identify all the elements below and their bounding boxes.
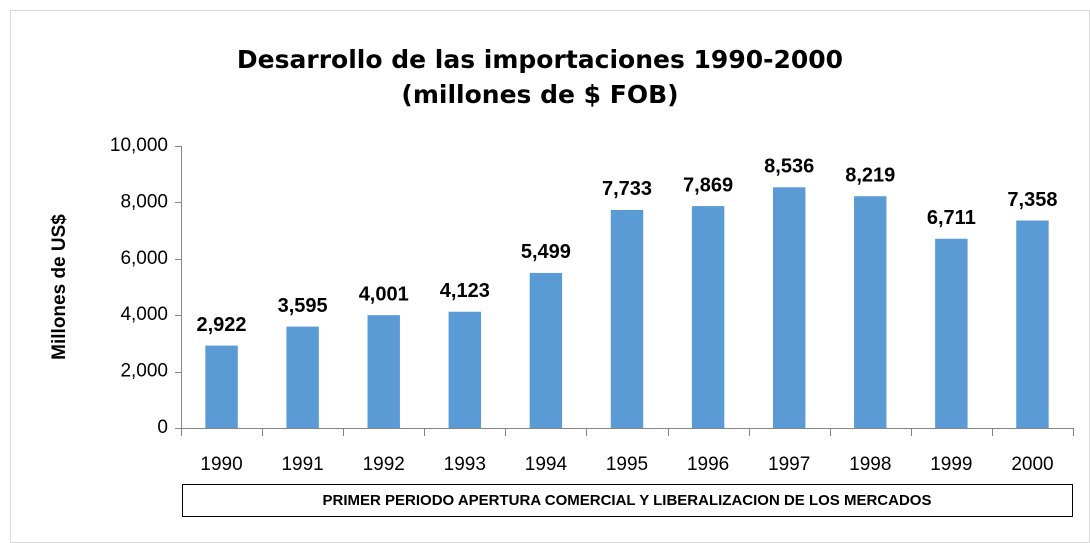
value-label: 4,001 (359, 283, 409, 305)
value-label: 6,711 (927, 207, 976, 229)
value-label: 4,123 (440, 280, 490, 302)
x-tick-label: 1999 (930, 454, 972, 475)
bar (448, 311, 482, 428)
chart-title: Desarrollo de las importaciones 1990-200… (237, 45, 843, 74)
y-tick-label: 2,000 (120, 361, 168, 382)
x-tick-label: 1995 (606, 454, 648, 475)
chart-subtitle: (millones de $ FOB) (401, 80, 678, 109)
value-label: 8,536 (764, 156, 814, 178)
bar (205, 345, 238, 428)
value-label: 5,499 (521, 241, 571, 263)
bar (1016, 220, 1049, 428)
x-tick-label: 1990 (200, 454, 242, 475)
y-tick-label: 10,000 (110, 135, 168, 156)
bar (691, 206, 725, 428)
bar (854, 196, 887, 428)
y-tick-label: 6,000 (120, 248, 168, 269)
value-label: 7,358 (1007, 189, 1057, 211)
x-tick-label: 1994 (525, 454, 568, 475)
y-tick-label: 8,000 (120, 191, 168, 212)
bar (286, 326, 319, 428)
annotation-box (182, 484, 1073, 517)
bar (772, 187, 806, 428)
bar (610, 209, 644, 428)
value-label: 7,733 (602, 178, 652, 200)
x-tick-label: 1992 (363, 454, 405, 475)
y-tick-label: 0 (157, 417, 168, 438)
x-tick-label: 1996 (687, 454, 729, 475)
x-tick-label: 2000 (1011, 454, 1053, 475)
y-tick-label: 4,000 (120, 304, 168, 325)
bar (367, 315, 400, 428)
value-label: 3,595 (278, 295, 328, 317)
value-label: 8,219 (845, 165, 895, 187)
value-label: 7,869 (683, 174, 733, 196)
bar (935, 238, 968, 428)
annotation: PRIMER PERIODO APERTURA COMERCIAL Y LIBE… (323, 492, 932, 509)
x-tick-label: 1993 (444, 454, 486, 475)
value-label: 2,922 (197, 314, 247, 336)
x-tick-label: 1991 (281, 454, 323, 475)
y-axis-label: Millones de US$ (49, 214, 70, 360)
x-tick-label: 1997 (768, 454, 810, 475)
bar (529, 272, 563, 428)
x-tick-label: 1998 (849, 454, 891, 475)
